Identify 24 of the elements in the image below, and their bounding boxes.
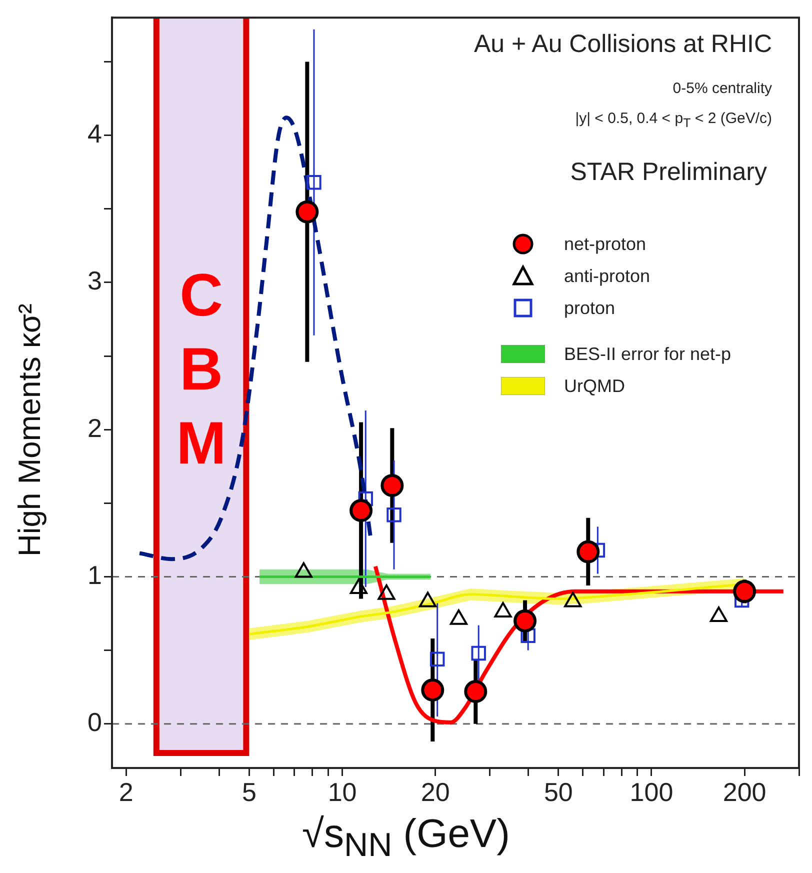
annotation: STAR Preliminary: [570, 158, 767, 187]
legend-label: proton: [564, 298, 616, 318]
y-tick-label: 4: [88, 118, 102, 148]
y-tick-label: 0: [88, 707, 102, 738]
legend-label: BES-II error for net-p: [564, 344, 732, 364]
band-label: CBM: [176, 261, 226, 476]
legend-label: net-proton: [564, 234, 646, 254]
y-tick-label: 2: [88, 412, 102, 443]
y-axis-title: High Moments κσ²: [12, 302, 48, 559]
x-axis-title: √s$_{NN}$ (GeV): [301, 812, 511, 865]
x-tick-label: 10: [328, 776, 357, 807]
legend-label: UrQMD: [564, 376, 625, 396]
x-tick-label: 2: [118, 776, 134, 807]
y-tick-label: 3: [88, 266, 102, 296]
x-tick-label: 50: [544, 776, 573, 807]
annotation: 0-5% centrality: [672, 80, 772, 97]
y-tick-label: 1: [88, 560, 102, 590]
x-tick-label: 5: [242, 776, 256, 807]
x-tick-label: 20: [420, 776, 450, 807]
annotation: |y| < 0.5, 0.4 < p$_{T}$ < 2 (GeV/c): [575, 110, 772, 130]
x-tick-label: 100: [630, 776, 674, 807]
x-tick-label: 200: [722, 776, 766, 807]
legend-label: anti-proton: [564, 266, 650, 286]
annotation: Au + Au Collisions at RHIC: [474, 30, 772, 59]
